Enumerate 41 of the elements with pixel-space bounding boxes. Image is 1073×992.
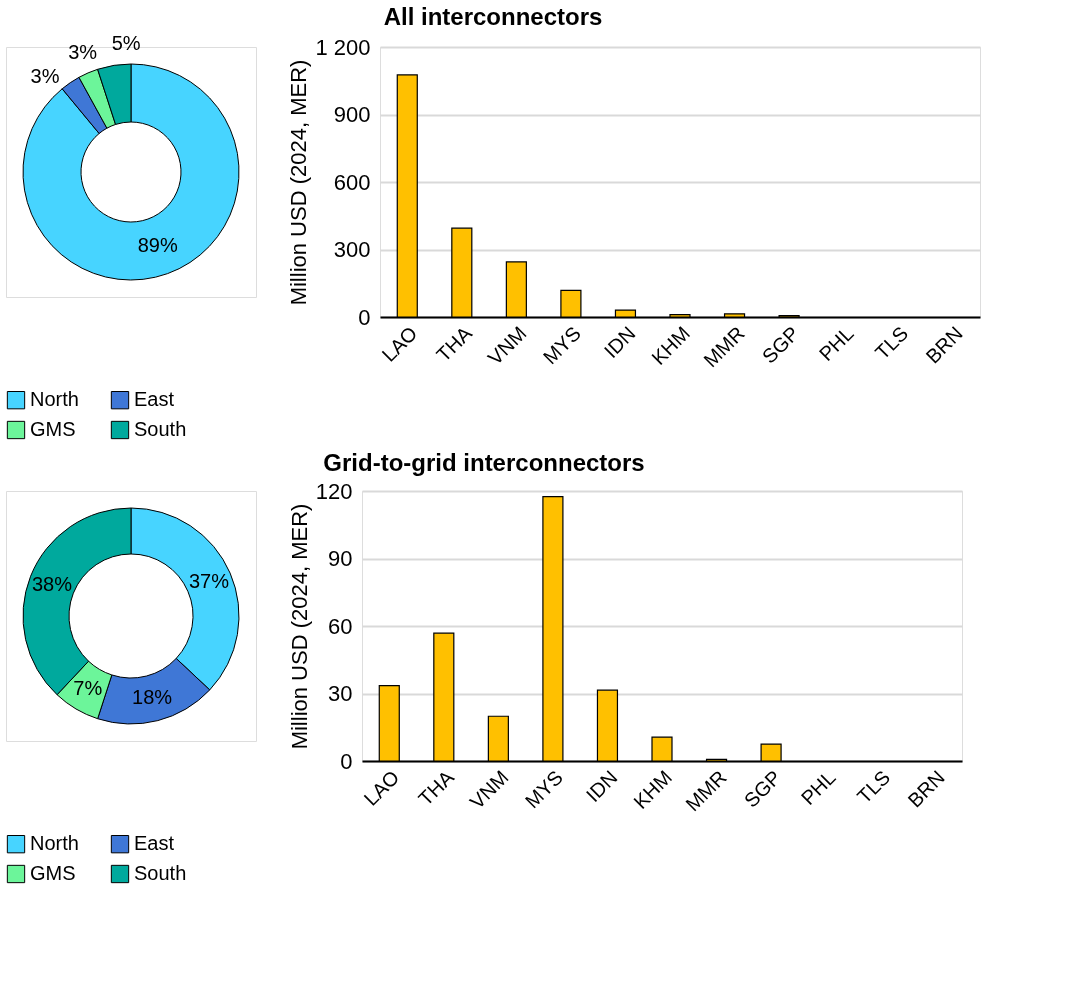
data-label: 89% [137,234,178,257]
data-label: 5% [111,32,141,55]
y-tick-label: 60 [328,613,353,639]
legend-label: GMS [30,862,76,884]
legend-label: North [30,388,79,411]
chart-title: All interconnectors [383,2,603,30]
x-tick-label: IDN [599,322,640,362]
x-tick-label: THA [414,765,459,810]
y-tick-label: 120 [315,478,353,504]
y-tick-label: 0 [340,748,353,774]
legend-label: East [134,388,175,411]
y-tick-label: 0 [358,304,371,330]
x-tick-label: PHL [814,322,858,366]
x-tick-label: TLS [870,322,913,364]
data-label: 7% [73,677,103,700]
data-label: 3% [68,41,98,64]
legend-label: East [134,832,175,855]
data-label: 38% [31,572,73,595]
legend-label: South [134,862,187,884]
y-axis-title: Million USD (2024, MER) [286,59,312,306]
donut-slice [22,63,240,281]
x-tick-label: TLS [852,766,895,808]
x-tick-label: THA [432,321,477,366]
x-tick-label: LAO [377,322,422,366]
x-tick-label: PHL [796,766,840,810]
legend-label: North [30,832,79,855]
chart-title: Grid-to-grid interconnectors [323,448,645,476]
data-label: 18% [132,686,173,709]
y-tick-label: 300 [333,237,371,262]
data-label: 37% [188,570,230,593]
x-tick-label: LAO [359,766,404,810]
data-label: 3% [30,65,60,88]
y-tick-label: 30 [328,681,353,706]
y-tick-label: 1 200 [315,34,371,60]
legend-label: GMS [30,418,76,440]
legend-label: South [134,418,187,440]
x-tick-label: IDN [581,766,622,806]
y-tick-label: 600 [333,169,371,195]
y-axis-title: Million USD (2024, MER) [286,503,312,750]
y-tick-label: 90 [328,546,353,571]
y-tick-label: 900 [333,102,371,127]
